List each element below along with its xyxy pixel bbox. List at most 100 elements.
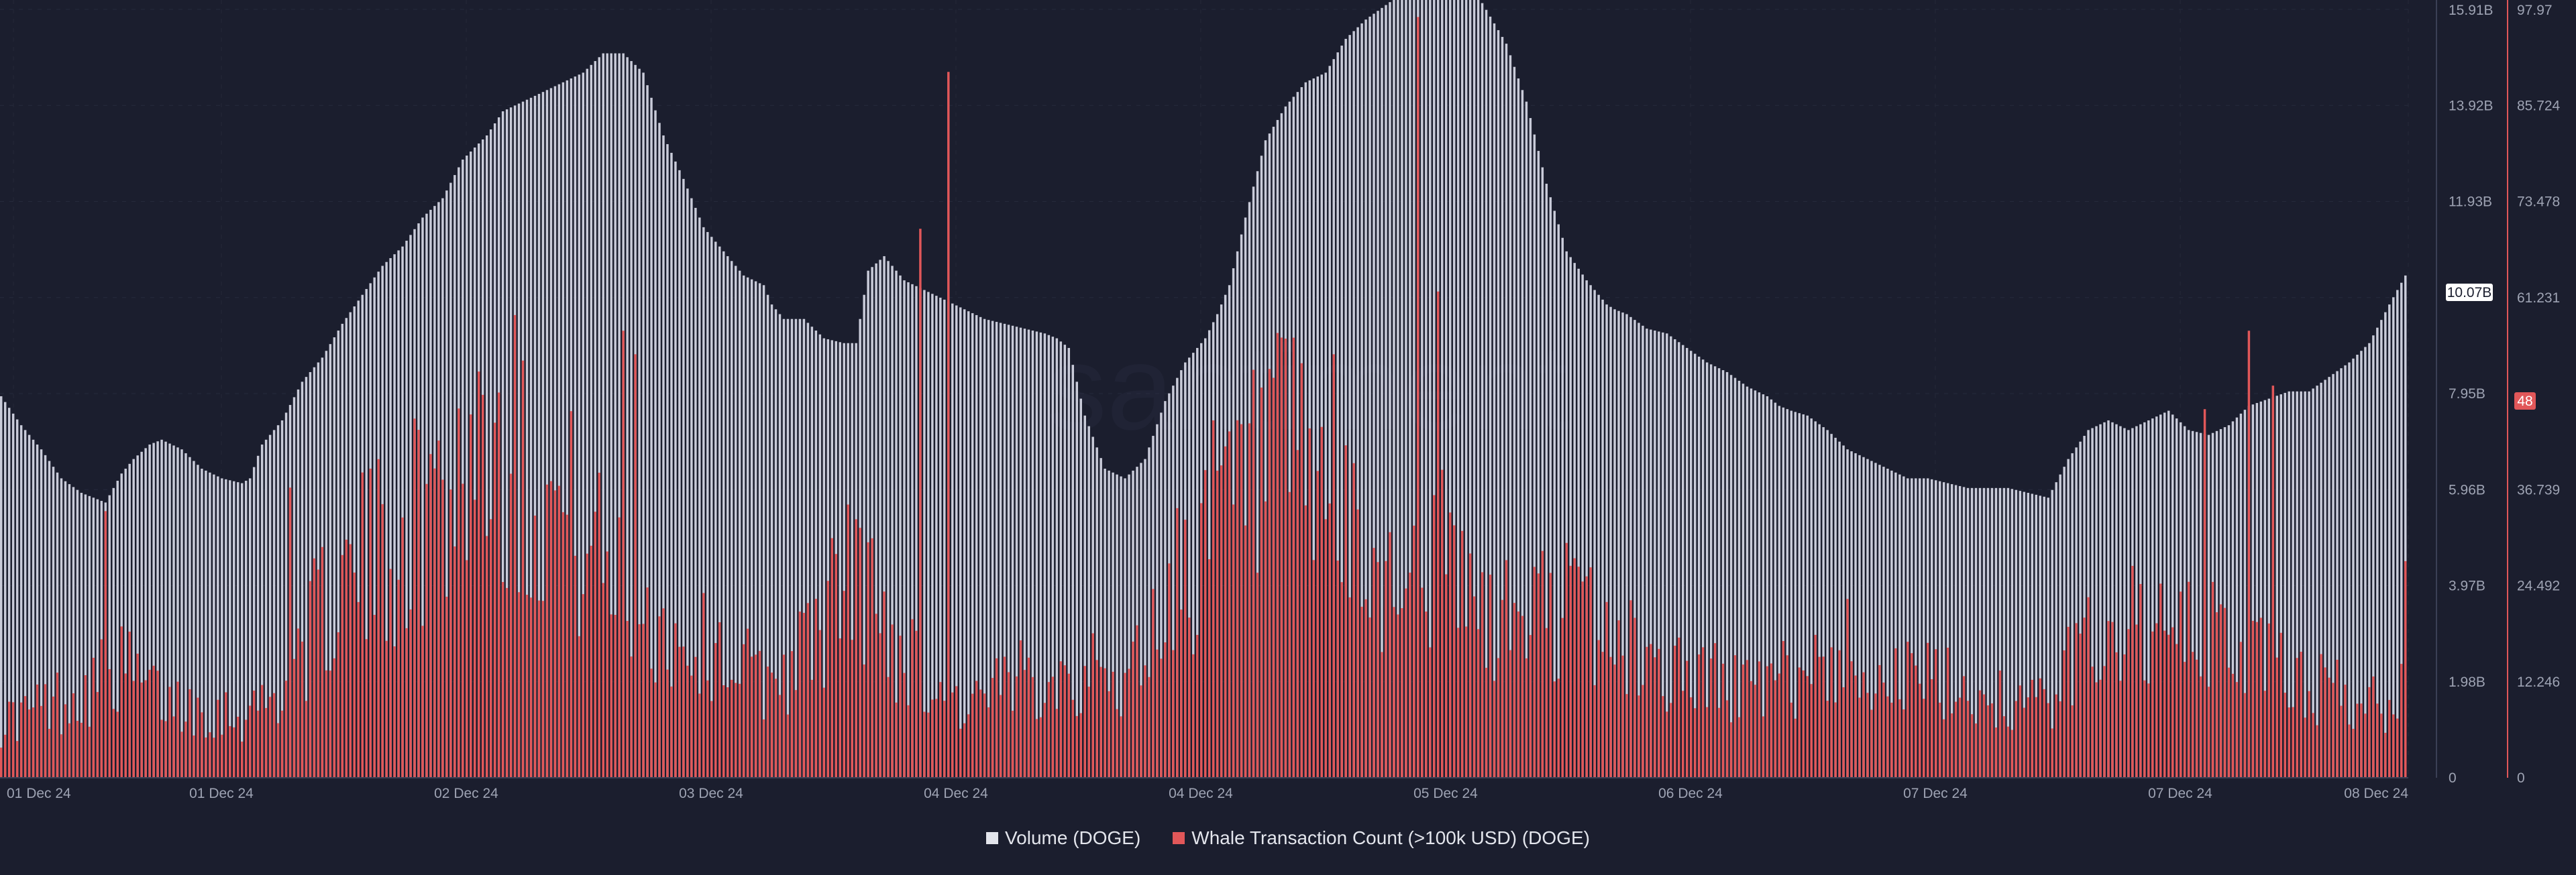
volume-bar — [1397, 0, 1399, 778]
volume-bar — [1629, 316, 1632, 778]
volume-bar — [529, 97, 533, 778]
volume-bar — [770, 304, 773, 778]
whale-bar — [1597, 640, 1600, 778]
volume-bar — [907, 282, 910, 778]
volume-bar — [1786, 409, 1789, 778]
volume-bar — [1650, 329, 1652, 778]
volume-bar — [682, 178, 685, 778]
volume-bar — [1782, 407, 1785, 778]
whale-bar — [417, 430, 420, 778]
volume-bar — [654, 110, 657, 778]
legend-item-volume[interactable]: Volume (DOGE) — [986, 827, 1140, 849]
volume-bar — [959, 307, 962, 778]
volume-bar — [2215, 430, 2218, 778]
volume-bar — [2111, 422, 2114, 778]
whale-bar — [758, 650, 761, 778]
volume-bar — [1541, 167, 1544, 778]
whale-bar — [1252, 369, 1255, 778]
volume-bar — [602, 53, 604, 778]
whale-bar — [1224, 446, 1227, 778]
whale-bar — [462, 483, 464, 778]
whale-bar — [197, 697, 199, 778]
volume-bar — [337, 331, 340, 778]
whale-bar — [1966, 701, 1970, 778]
volume-bar — [758, 283, 761, 778]
whale-bar — [1264, 501, 1267, 778]
volume-bar — [2368, 343, 2371, 778]
whale-bar — [172, 716, 175, 778]
volume-bar — [1806, 415, 1809, 778]
whale-bar — [2107, 621, 2110, 778]
plot-background — [0, 0, 2576, 778]
volume-bar — [1923, 478, 1925, 778]
volume-bar — [1746, 386, 1749, 778]
whale-bar — [2006, 726, 2010, 778]
volume-bar — [1505, 44, 1508, 778]
volume-bar — [1087, 426, 1090, 778]
whale-bar — [2175, 644, 2178, 778]
volume-bar — [674, 161, 677, 778]
whale-bar — [0, 747, 3, 778]
volume-bar — [1942, 482, 1945, 778]
volume-bar — [2043, 496, 2045, 778]
whale-bar — [405, 628, 408, 778]
volume-bar — [2227, 425, 2231, 778]
whale-bar — [2015, 701, 2018, 778]
whale-bar — [1693, 708, 1697, 778]
whale-bar — [1051, 677, 1055, 778]
volume-value-badge: 10.07B — [2447, 285, 2492, 300]
volume-bar — [1962, 487, 1966, 778]
volume-bar — [1581, 274, 1584, 778]
whale-bar — [806, 603, 810, 778]
whale-bar — [863, 664, 865, 778]
volume-bar — [1364, 19, 1367, 778]
volume-bar — [2332, 373, 2334, 778]
legend: Volume (DOGE) Whale Transaction Count (>… — [0, 823, 2576, 853]
whale-bar — [2364, 713, 2367, 778]
whale-bar — [2275, 657, 2279, 778]
volume-bar — [790, 318, 794, 778]
whale-bar — [353, 572, 356, 778]
whale-bar — [2239, 642, 2243, 778]
volume-bar — [1589, 285, 1592, 778]
volume-value-badge-bg — [2446, 284, 2493, 301]
volume-bar — [822, 338, 826, 778]
volume-bar — [2199, 432, 2202, 778]
volume-bar — [1007, 325, 1010, 778]
whale-bar — [148, 669, 151, 778]
whale-bar — [19, 702, 23, 778]
volume-bar — [2316, 386, 2318, 778]
whale-bar — [470, 414, 472, 778]
whale-bar — [1994, 727, 1998, 778]
legend-item-whale[interactable]: Whale Transaction Count (>100k USD) (DOG… — [1173, 827, 1590, 849]
whale-bar — [2247, 331, 2251, 778]
whale-bar — [92, 658, 95, 778]
volume-bar — [903, 280, 906, 778]
whale-bar — [1120, 716, 1122, 778]
volume-bar — [955, 305, 958, 778]
volume-bar — [15, 419, 19, 778]
volume-bar — [2035, 494, 2038, 778]
volume-bar — [1348, 35, 1351, 778]
volume-bar — [2384, 312, 2387, 778]
whale-bar — [1794, 718, 1797, 778]
volume-bar — [393, 254, 396, 778]
whale-bar — [1075, 715, 1078, 778]
whale-bar — [15, 741, 19, 778]
volume-bar — [1023, 329, 1026, 778]
volume-bar — [1460, 0, 1464, 778]
volume-bar — [2115, 424, 2118, 778]
whale-bar — [264, 707, 268, 778]
volume-bar — [2296, 391, 2298, 778]
whale-bar — [474, 500, 476, 778]
whale-bar — [839, 638, 841, 778]
volume-bar — [578, 74, 581, 778]
whale-bar — [1035, 719, 1038, 778]
volume-bar — [256, 455, 260, 778]
whale-bar — [754, 654, 757, 778]
volume-bar — [72, 487, 75, 778]
whale-bar — [100, 639, 103, 778]
whale-bar — [1312, 560, 1316, 778]
volume-bar — [1970, 487, 1974, 778]
volume-bar — [594, 61, 596, 778]
